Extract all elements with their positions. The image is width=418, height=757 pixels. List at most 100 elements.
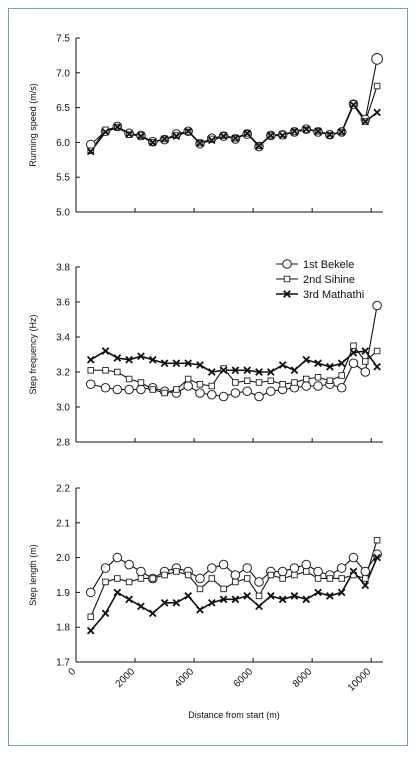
data-point: [136, 384, 146, 395]
data-point: [291, 571, 298, 579]
data-point: [338, 372, 345, 379]
data-point: [337, 128, 346, 136]
data-point: [267, 377, 275, 385]
data-point: [125, 375, 133, 383]
x-tick-label: 8000: [291, 666, 315, 690]
data-point: [350, 100, 357, 107]
x-tick-label: 4000: [173, 666, 197, 690]
data-point: [255, 379, 263, 386]
data-point: [303, 375, 310, 383]
data-point: [348, 358, 359, 369]
data-point: [373, 553, 381, 562]
y-tick-label: 2.1: [56, 518, 70, 529]
data-point: [373, 82, 381, 90]
data-point: [113, 588, 122, 597]
data-point: [279, 575, 286, 582]
data-point: [219, 595, 228, 604]
data-point: [125, 578, 133, 586]
data-point: [136, 566, 146, 577]
series-markers: [86, 347, 381, 376]
data-point: [86, 147, 95, 156]
data-point: [326, 575, 334, 582]
data-point: [302, 355, 311, 364]
data-point: [313, 381, 323, 391]
legend-label: 2nd Sihine: [303, 274, 355, 286]
data-point: [337, 359, 346, 368]
data-point: [361, 117, 370, 126]
data-point: [113, 354, 122, 362]
y-axis-label: Running speed (m/s): [28, 83, 38, 167]
data-point: [101, 128, 110, 136]
data-point: [220, 585, 227, 593]
data-point: [148, 355, 157, 364]
data-point: [278, 361, 287, 369]
y-tick-label: 3.0: [56, 403, 70, 414]
data-point: [232, 578, 239, 586]
data-point: [243, 575, 251, 582]
y-tick-label: 2.0: [56, 553, 70, 564]
data-point: [314, 359, 322, 368]
data-point: [289, 563, 300, 573]
data-point: [266, 131, 275, 140]
data-point: [137, 602, 145, 611]
data-point: [290, 592, 299, 600]
data-point: [255, 592, 263, 600]
data-point: [184, 375, 192, 383]
data-point: [255, 142, 263, 150]
data-point: [373, 108, 381, 117]
data-point: [373, 347, 381, 355]
data-point: [114, 575, 121, 582]
data-point: [371, 53, 383, 65]
y-tick-label: 1.8: [56, 623, 70, 634]
data-point: [336, 563, 347, 573]
data-point: [196, 585, 204, 593]
data-point: [195, 388, 205, 398]
data-point: [266, 368, 275, 376]
y-tick-label: 7.0: [56, 68, 70, 79]
data-point: [242, 563, 253, 573]
data-point: [290, 366, 299, 375]
data-point: [87, 613, 95, 621]
y-tick-label: 5.5: [56, 173, 70, 184]
data-point: [184, 592, 193, 600]
legend-entry: 3rd Mathathi: [276, 289, 364, 301]
data-point: [102, 578, 109, 586]
data-point: [301, 381, 312, 391]
data-point: [161, 571, 168, 579]
data-point: [361, 347, 370, 355]
data-point: [337, 588, 346, 597]
legend-marker: [283, 290, 291, 298]
data-point: [196, 139, 204, 147]
data-point: [372, 300, 382, 311]
legend-entry: 2nd Sihine: [276, 274, 355, 286]
data-point: [114, 368, 121, 376]
data-point: [86, 355, 95, 364]
y-tick-label: 3.2: [56, 368, 70, 379]
data-point: [326, 362, 334, 371]
data-point: [266, 386, 276, 397]
data-point: [361, 581, 370, 590]
data-point: [196, 381, 204, 388]
legend: 1st Bekele 2nd Sihine 3rd Mathathi: [276, 259, 364, 301]
x-tick-label: 0: [66, 666, 78, 678]
data-point: [326, 377, 334, 385]
data-point: [101, 609, 110, 618]
data-point: [172, 132, 181, 140]
data-point: [137, 132, 145, 140]
data-point: [303, 568, 310, 575]
data-point: [243, 129, 252, 138]
legend-label: 3rd Mathathi: [303, 289, 364, 301]
data-point: [231, 366, 240, 375]
series-line: [90, 103, 378, 152]
data-point: [291, 379, 298, 386]
data-point: [230, 570, 241, 580]
y-tick-label: 3.6: [56, 298, 70, 309]
data-point: [349, 567, 358, 576]
data-point: [219, 366, 228, 375]
data-point: [218, 391, 229, 402]
data-point: [231, 134, 240, 143]
data-point: [86, 626, 95, 635]
y-tick-label: 6.0: [56, 138, 70, 149]
data-point: [242, 386, 253, 397]
